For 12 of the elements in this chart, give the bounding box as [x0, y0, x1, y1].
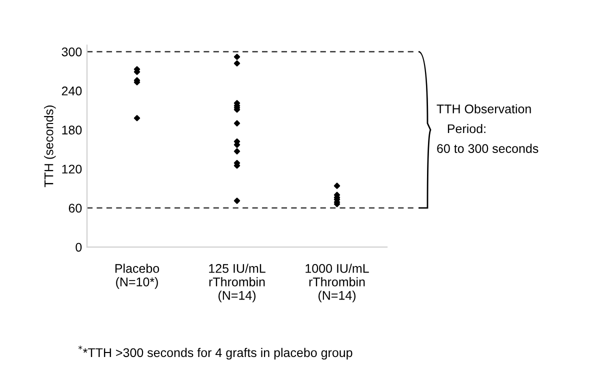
y-tick-label: 180 [62, 126, 82, 134]
text: $^{*}$*TTH >300 seconds for 4 grafts in placebo group [78, 346, 352, 360]
y-tick-label: 120 [62, 164, 82, 174]
x-tick-label: Placebo (N=10*) [115, 264, 160, 289]
text: TTH Observation Period: 60 to 300 seconds [436, 104, 538, 153]
x-tick-label: 125 IU/mL rThrombin (N=14) [209, 264, 266, 302]
y-tick-label: 60 [68, 204, 82, 213]
y-axis-title: TTH (seconds) [44, 106, 56, 188]
y-tick-label: 300 [62, 47, 82, 56]
y-tick-label: 0 [76, 242, 82, 252]
y-tick-label: 240 [62, 86, 82, 96]
x-tick-label: 1000 IU/mL rThrombin (N=14) [306, 264, 369, 302]
